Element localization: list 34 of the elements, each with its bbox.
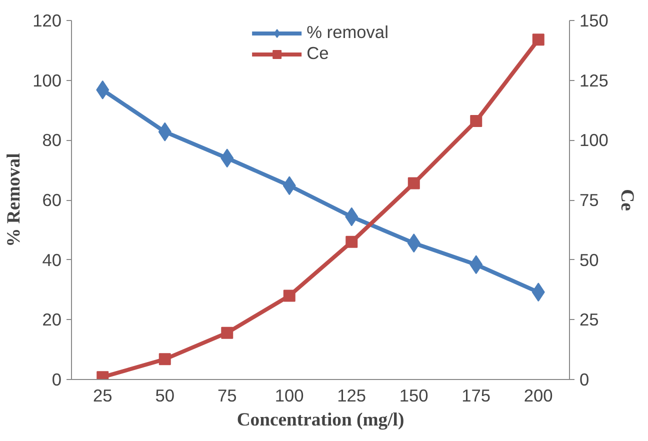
x-tick-label: 100 (274, 386, 304, 406)
point (221, 326, 234, 339)
y2-tick-label: 75 (580, 190, 599, 210)
legend-label: Ce (306, 43, 329, 64)
y2-tick-label: 0 (580, 370, 590, 390)
x-tick-label: 25 (92, 386, 112, 406)
point (346, 236, 358, 248)
y-tick-label: 80 (42, 130, 62, 150)
legend-label: % removal (306, 22, 388, 43)
x-axis-title: Concentration (mg/l) (236, 410, 404, 430)
y2-tick-label: 150 (580, 10, 608, 30)
y-tick-label: 120 (32, 10, 62, 30)
y2-tick-label: 100 (580, 130, 608, 150)
y2-tick-label: 125 (580, 70, 608, 90)
x-tick-label: 200 (524, 386, 553, 406)
x-tick-label: 175 (462, 386, 491, 406)
point (470, 115, 482, 128)
point (408, 177, 420, 190)
point (532, 34, 544, 46)
x-tick-label: 50 (155, 386, 175, 406)
y2-tick-label: 25 (580, 310, 599, 330)
y-tick-label: 0 (52, 370, 62, 390)
x-tick-label: 150 (399, 386, 428, 406)
y-tick-label: 100 (32, 70, 62, 90)
y2-tick-label: 50 (580, 250, 599, 270)
y2-axis-title: Ce (616, 189, 638, 211)
y-tick-label: 40 (42, 250, 62, 270)
x-tick-label: 75 (217, 386, 237, 406)
y-axis-title: % Removal (4, 153, 25, 247)
point (158, 353, 171, 366)
y-tick-label: 20 (42, 310, 62, 330)
x-tick-label: 125 (337, 386, 366, 406)
y-tick-label: 60 (42, 190, 62, 210)
point (283, 290, 296, 302)
